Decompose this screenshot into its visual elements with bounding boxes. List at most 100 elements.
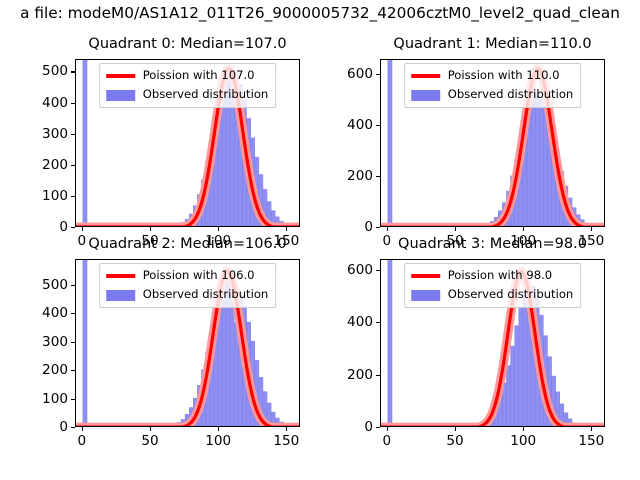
y-tick-mark: [71, 71, 75, 73]
y-tick-mark: [376, 374, 380, 376]
legend-line-swatch-icon: [105, 73, 135, 79]
y-tick-mark: [71, 427, 75, 429]
y-tick-label: 200: [42, 362, 68, 379]
y-tick-label: 500: [42, 276, 68, 293]
legend-row-poisson: Poission with 98.0: [410, 268, 574, 284]
y-tick-mark: [376, 427, 380, 429]
y-tick-mark: [71, 133, 75, 135]
y-tick-label: 200: [347, 366, 373, 383]
subplot-quadrant-1: Quadrant 1: Median=110.0 0 200 400 600 0 50 10…: [347, 36, 605, 249]
legend-line-swatch-icon: [410, 73, 440, 79]
legend-label-poisson: Poission with 107.0: [142, 68, 255, 83]
x-tick-mark: [386, 427, 388, 431]
y-tick-mark: [71, 341, 75, 343]
x-tick-mark: [523, 427, 525, 431]
y-tick-label: 600: [347, 261, 373, 278]
y-tick-label: 0: [59, 219, 68, 235]
subplot-title-quadrant-2: Quadrant 2: Median=106.0: [88, 236, 287, 252]
x-tick-label: 100: [205, 233, 232, 249]
legend: Poission with 98.0 Observed distribution: [403, 263, 582, 308]
legend-patch-swatch-icon: [105, 289, 135, 301]
legend-row-poisson: Poission with 110.0: [410, 68, 574, 84]
legend-line-swatch-icon: [105, 273, 135, 279]
x-tick-label: 0: [382, 233, 392, 249]
y-tick-label: 600: [347, 66, 373, 83]
x-tick-label: 0: [382, 433, 392, 449]
y-tick-mark: [71, 164, 75, 166]
poisson-curve: [76, 269, 299, 426]
legend-line-swatch-icon: [410, 273, 440, 279]
y-tick-mark: [376, 269, 380, 271]
x-tick-label: 150: [578, 433, 605, 449]
y-tick-label: 100: [42, 187, 68, 204]
y-tick-label: 300: [42, 125, 68, 142]
legend-row-poisson: Poission with 106.0: [105, 268, 269, 284]
x-tick-label: 100: [510, 233, 537, 249]
suptitle-text: a file: modeM0/AS1A12_011T26_9000005732_…: [20, 4, 620, 22]
y-tick-label: 0: [364, 219, 373, 235]
subplot-quadrant-0: Quadrant 0: Median=107.0 0 100 200 300 400 50…: [42, 36, 300, 249]
x-tick-label: 150: [578, 233, 605, 249]
subplot-quadrant-3: Quadrant 3: Median=98.0 0 200 400 600 0 50 100…: [347, 236, 605, 449]
y-tick-label: 400: [42, 94, 68, 111]
legend: Poission with 110.0 Observed distribution: [403, 63, 582, 108]
legend-label-poisson: Poission with 98.0: [447, 268, 553, 283]
legend-row-observed: Observed distribution: [410, 87, 574, 103]
legend-label-observed: Observed distribution: [142, 87, 269, 102]
x-tick-mark: [455, 227, 457, 231]
x-tick-mark: [455, 427, 457, 431]
subplot-title-quadrant-0: Quadrant 0: Median=107.0: [88, 36, 287, 52]
x-tick-label: 100: [510, 433, 537, 449]
legend-patch-swatch-icon: [410, 289, 440, 301]
legend-label-observed: Observed distribution: [447, 287, 574, 302]
x-tick-label: 50: [446, 233, 464, 249]
figure-suptitle: a file: modeM0/AS1A12_011T26_9000005732_…: [0, 4, 640, 22]
y-tick-mark: [376, 176, 380, 178]
x-tick-mark: [523, 227, 525, 231]
y-tick-label: 0: [59, 419, 68, 435]
y-tick-mark: [376, 322, 380, 324]
x-tick-label: 100: [205, 433, 232, 449]
poisson-curve: [381, 269, 604, 426]
x-tick-mark: [286, 227, 288, 231]
subplot-quadrant-2: Quadrant 2: Median=106.0 0 100 200 300 400 50…: [42, 236, 300, 449]
legend-patch-swatch-icon: [105, 89, 135, 101]
x-tick-label: 0: [77, 433, 87, 449]
y-tick-label: 400: [42, 305, 68, 322]
x-tick-label: 50: [141, 233, 159, 249]
x-tick-label: 150: [273, 433, 300, 449]
y-tick-label: 100: [42, 390, 68, 407]
y-tick-mark: [71, 284, 75, 286]
x-tick-label: 0: [77, 233, 87, 249]
legend-row-observed: Observed distribution: [410, 287, 574, 303]
x-tick-mark: [591, 227, 593, 231]
y-tick-mark: [71, 398, 75, 400]
y-tick-mark: [71, 102, 75, 104]
x-tick-mark: [286, 427, 288, 431]
x-tick-mark: [218, 427, 220, 431]
y-tick-label: 200: [347, 168, 373, 185]
x-tick-label: 150: [273, 233, 300, 249]
x-tick-label: 50: [141, 433, 159, 449]
legend-patch-swatch-icon: [410, 89, 440, 101]
legend-row-observed: Observed distribution: [105, 287, 269, 303]
subplot-title-quadrant-3: Quadrant 3: Median=98.0: [398, 236, 587, 252]
legend: Poission with 107.0 Observed distribution: [98, 63, 277, 108]
x-tick-mark: [81, 227, 83, 231]
poisson-curve: [76, 67, 299, 226]
x-tick-label: 50: [446, 433, 464, 449]
y-tick-mark: [71, 195, 75, 197]
legend-row-observed: Observed distribution: [105, 87, 269, 103]
legend-label-observed: Observed distribution: [142, 287, 269, 302]
y-tick-mark: [71, 227, 75, 229]
y-tick-mark: [71, 370, 75, 372]
y-tick-label: 0: [364, 419, 373, 435]
y-tick-mark: [376, 125, 380, 127]
x-tick-mark: [150, 427, 152, 431]
legend-label-observed: Observed distribution: [447, 87, 574, 102]
y-tick-label: 400: [347, 314, 373, 330]
y-tick-mark: [376, 74, 380, 76]
x-tick-mark: [218, 227, 220, 231]
legend-row-poisson: Poission with 107.0: [105, 68, 269, 84]
